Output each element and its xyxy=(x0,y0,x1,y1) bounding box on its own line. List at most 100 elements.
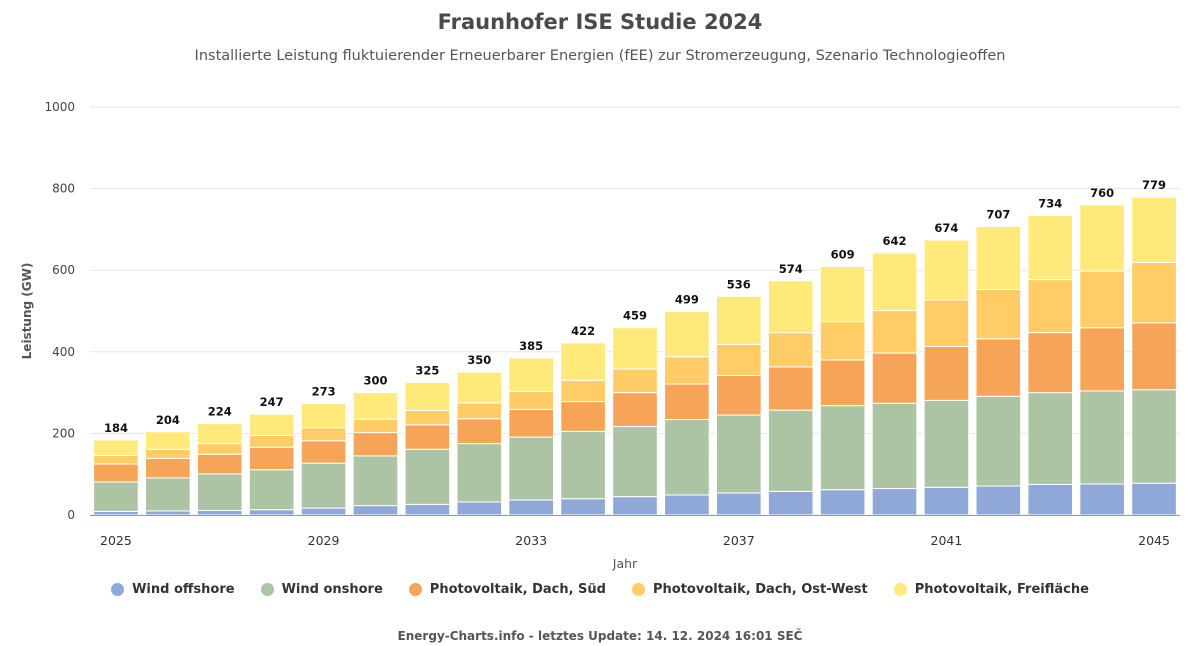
bar-segment xyxy=(1027,279,1074,334)
legend-label: Photovoltaik, Dach, Süd xyxy=(429,582,606,597)
bar-segment xyxy=(1131,261,1177,324)
bar-segment xyxy=(612,425,658,498)
bar-segment xyxy=(352,392,399,420)
legend-swatch xyxy=(631,583,645,596)
bar-segment xyxy=(196,510,243,516)
bar-segment xyxy=(145,448,191,459)
x-tick-label: 2045 xyxy=(1138,533,1170,548)
legend-item[interactable]: Photovoltaik, Freifläche xyxy=(893,582,1089,597)
legend-swatch xyxy=(893,583,907,596)
bar-segment xyxy=(560,498,606,516)
bar-segment xyxy=(1027,392,1074,485)
bar-segment xyxy=(612,327,658,370)
bar-segment xyxy=(196,423,243,445)
bar-segment xyxy=(612,368,658,394)
y-axis-title: Leistung (GW) xyxy=(20,263,34,360)
bar-segment xyxy=(664,494,710,516)
y-tick-label: 0 xyxy=(67,508,75,522)
bar-segment xyxy=(560,379,606,403)
bar-segment xyxy=(871,310,918,354)
bar-segment xyxy=(871,352,918,404)
bar-total-label: 459 xyxy=(623,309,647,323)
x-tick-label: 2037 xyxy=(723,533,755,548)
bar-segment xyxy=(456,501,503,516)
legend-swatch xyxy=(111,583,125,596)
bar-segment xyxy=(456,402,503,420)
bar-segment xyxy=(404,424,451,450)
bar-segment xyxy=(404,448,451,505)
bar-segment xyxy=(560,430,606,500)
footer-credit: Energy-Charts.info - letztes Update: 14.… xyxy=(397,629,803,643)
bar-total-label: 779 xyxy=(1142,178,1166,192)
bar-segment xyxy=(975,226,1022,290)
bar-segment xyxy=(560,401,606,432)
bar-segment xyxy=(767,280,814,334)
legend-swatch xyxy=(260,583,274,596)
bar-segment xyxy=(664,383,710,421)
bar-segment xyxy=(612,496,658,516)
bar-segment xyxy=(508,436,555,501)
bar-segment xyxy=(352,505,399,516)
legend-item[interactable]: Photovoltaik, Dach, Ost-West xyxy=(631,582,868,597)
y-tick-label: 200 xyxy=(52,426,75,440)
bar-total-label: 224 xyxy=(208,405,232,419)
x-axis-title: Jahr xyxy=(612,556,638,571)
bar-segment xyxy=(196,473,243,512)
bar-segment xyxy=(1027,483,1074,516)
x-tick-label: 2033 xyxy=(515,533,547,548)
bar-segment xyxy=(1131,389,1177,484)
legend-label: Wind onshore xyxy=(281,582,383,597)
bar-segment xyxy=(819,321,866,361)
bar-segment xyxy=(923,239,970,301)
y-tick-label: 800 xyxy=(52,182,75,196)
bar-segment xyxy=(819,266,866,323)
legend-label: Wind offshore xyxy=(132,582,235,597)
legend-label: Photovoltaik, Freifläche xyxy=(914,582,1089,597)
bar-segment xyxy=(93,439,139,456)
y-tick-label: 1000 xyxy=(44,100,75,114)
bar-total-label: 574 xyxy=(779,262,803,276)
bar-segment xyxy=(664,419,710,496)
bar-segment xyxy=(1079,270,1125,329)
bar-segment xyxy=(975,288,1022,340)
bar-total-label: 247 xyxy=(260,395,284,409)
bar-segment xyxy=(248,509,295,516)
bar-total-label: 350 xyxy=(467,353,491,367)
bar-total-label: 422 xyxy=(571,324,595,338)
bar-segment xyxy=(664,356,710,385)
bar-segment xyxy=(508,499,555,516)
bar-segment xyxy=(560,342,606,381)
bar-segment xyxy=(975,338,1022,397)
bar-segment xyxy=(819,359,866,407)
bar-segment xyxy=(508,390,555,410)
bar-segment xyxy=(767,409,814,492)
bar-segment xyxy=(352,418,399,434)
bar-segment xyxy=(300,403,347,429)
bar-segment xyxy=(93,510,139,516)
bar-segment xyxy=(508,357,555,392)
bar-segment xyxy=(1027,215,1074,281)
x-tick-label: 2029 xyxy=(308,533,340,548)
bar-segment xyxy=(404,410,451,426)
legend-item[interactable]: Photovoltaik, Dach, Süd xyxy=(408,582,606,597)
legend-item[interactable]: Wind offshore xyxy=(111,582,235,597)
x-tick-label: 2025 xyxy=(100,533,132,548)
bar-segment xyxy=(767,366,814,411)
bar-segment xyxy=(715,343,762,376)
chart-legend: Wind offshore Wind onshore Photovoltaik, D… xyxy=(0,582,1200,597)
bar-segment xyxy=(871,402,918,489)
bar-total-label: 536 xyxy=(727,277,751,291)
bar-segment xyxy=(819,489,866,516)
y-tick-label: 600 xyxy=(52,263,75,277)
bar-segment xyxy=(300,440,347,464)
bar-segment xyxy=(300,507,347,516)
legend-item[interactable]: Wind onshore xyxy=(260,582,383,597)
bar-total-label: 204 xyxy=(156,413,180,427)
bar-segment xyxy=(715,295,762,345)
bar-segment xyxy=(1079,483,1125,516)
bar-segment xyxy=(923,299,970,347)
bar-segment xyxy=(196,453,243,475)
bar-segment xyxy=(819,405,866,491)
bar-segment xyxy=(664,310,710,358)
bar-segment xyxy=(975,395,1022,487)
